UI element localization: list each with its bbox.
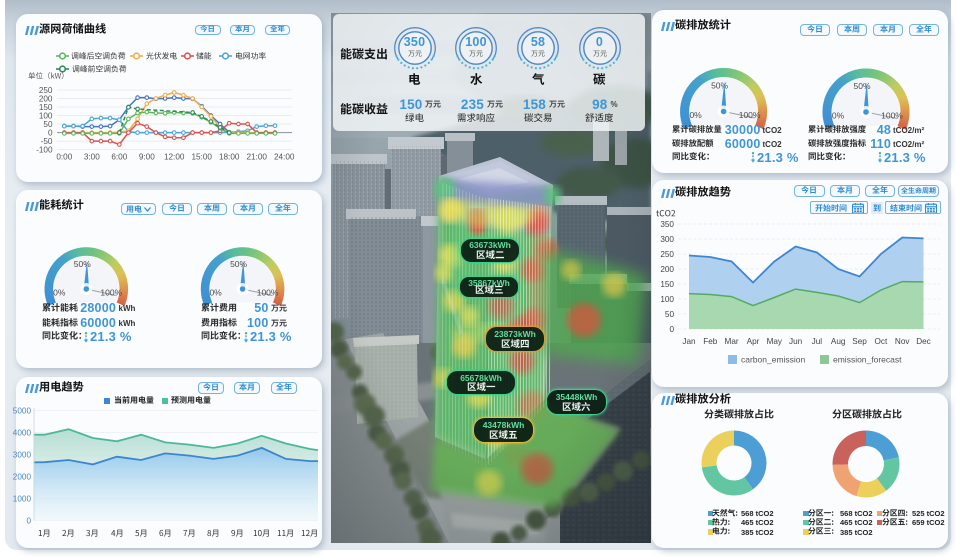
svg-text:6:00: 6:00 xyxy=(111,153,127,162)
svg-text:21:00: 21:00 xyxy=(246,153,267,162)
svg-text:1000: 1000 xyxy=(13,495,32,504)
svg-text:50%: 50% xyxy=(853,81,870,91)
svg-text:Aug: Aug xyxy=(831,337,846,346)
svg-text:100%: 100% xyxy=(739,110,761,120)
svg-text:250: 250 xyxy=(39,86,53,95)
svg-text:100: 100 xyxy=(39,111,53,120)
svg-text:150: 150 xyxy=(39,103,53,112)
svg-text:Nov: Nov xyxy=(895,337,910,346)
svg-text:250: 250 xyxy=(660,250,674,259)
svg-text:3000: 3000 xyxy=(13,451,32,460)
svg-text:-50: -50 xyxy=(41,137,53,146)
svg-text:4000: 4000 xyxy=(13,429,32,438)
svg-text:Jun: Jun xyxy=(789,337,803,346)
svg-text:200: 200 xyxy=(39,94,53,103)
svg-text:0: 0 xyxy=(48,128,53,137)
svg-text:May: May xyxy=(767,337,783,346)
svg-text:Dec: Dec xyxy=(916,337,931,346)
svg-text:9:00: 9:00 xyxy=(139,153,155,162)
svg-text:0%: 0% xyxy=(689,110,702,120)
svg-text:50%: 50% xyxy=(74,259,91,269)
svg-text:200: 200 xyxy=(660,265,674,274)
svg-text:Jan: Jan xyxy=(682,337,696,346)
svg-text:Mar: Mar xyxy=(725,337,739,346)
svg-text:100%: 100% xyxy=(257,288,279,298)
svg-text:0:00: 0:00 xyxy=(56,153,72,162)
svg-text:Oct: Oct xyxy=(875,337,888,346)
svg-text:carbon_emission: carbon_emission xyxy=(741,355,806,365)
svg-text:150: 150 xyxy=(660,280,674,289)
svg-text:Sep: Sep xyxy=(852,337,867,346)
svg-text:100: 100 xyxy=(660,295,674,304)
svg-text:50: 50 xyxy=(665,310,675,319)
svg-text:300: 300 xyxy=(660,235,674,244)
svg-text:Apr: Apr xyxy=(747,337,760,346)
svg-text:50: 50 xyxy=(43,120,53,129)
svg-text:-100: -100 xyxy=(36,145,53,154)
svg-text:18:00: 18:00 xyxy=(219,153,240,162)
svg-text:Jul: Jul xyxy=(812,337,823,346)
svg-text:15:00: 15:00 xyxy=(191,153,212,162)
svg-text:2000: 2000 xyxy=(13,473,32,482)
svg-text:50%: 50% xyxy=(230,259,247,269)
svg-text:0: 0 xyxy=(26,517,31,526)
svg-text:0%: 0% xyxy=(209,288,222,298)
svg-text:50%: 50% xyxy=(711,81,728,91)
svg-text:3:00: 3:00 xyxy=(84,153,100,162)
svg-text:0%: 0% xyxy=(53,288,66,298)
svg-text:100%: 100% xyxy=(100,288,122,298)
svg-text:5000: 5000 xyxy=(13,407,32,416)
svg-text:emission_forecast: emission_forecast xyxy=(833,355,902,365)
svg-text:12:00: 12:00 xyxy=(164,153,185,162)
svg-text:0%: 0% xyxy=(832,111,845,121)
svg-text:24:00: 24:00 xyxy=(274,153,295,162)
svg-text:350: 350 xyxy=(660,220,674,229)
svg-text:Feb: Feb xyxy=(703,337,718,346)
svg-text:100%: 100% xyxy=(881,111,903,121)
svg-text:0: 0 xyxy=(669,325,674,334)
